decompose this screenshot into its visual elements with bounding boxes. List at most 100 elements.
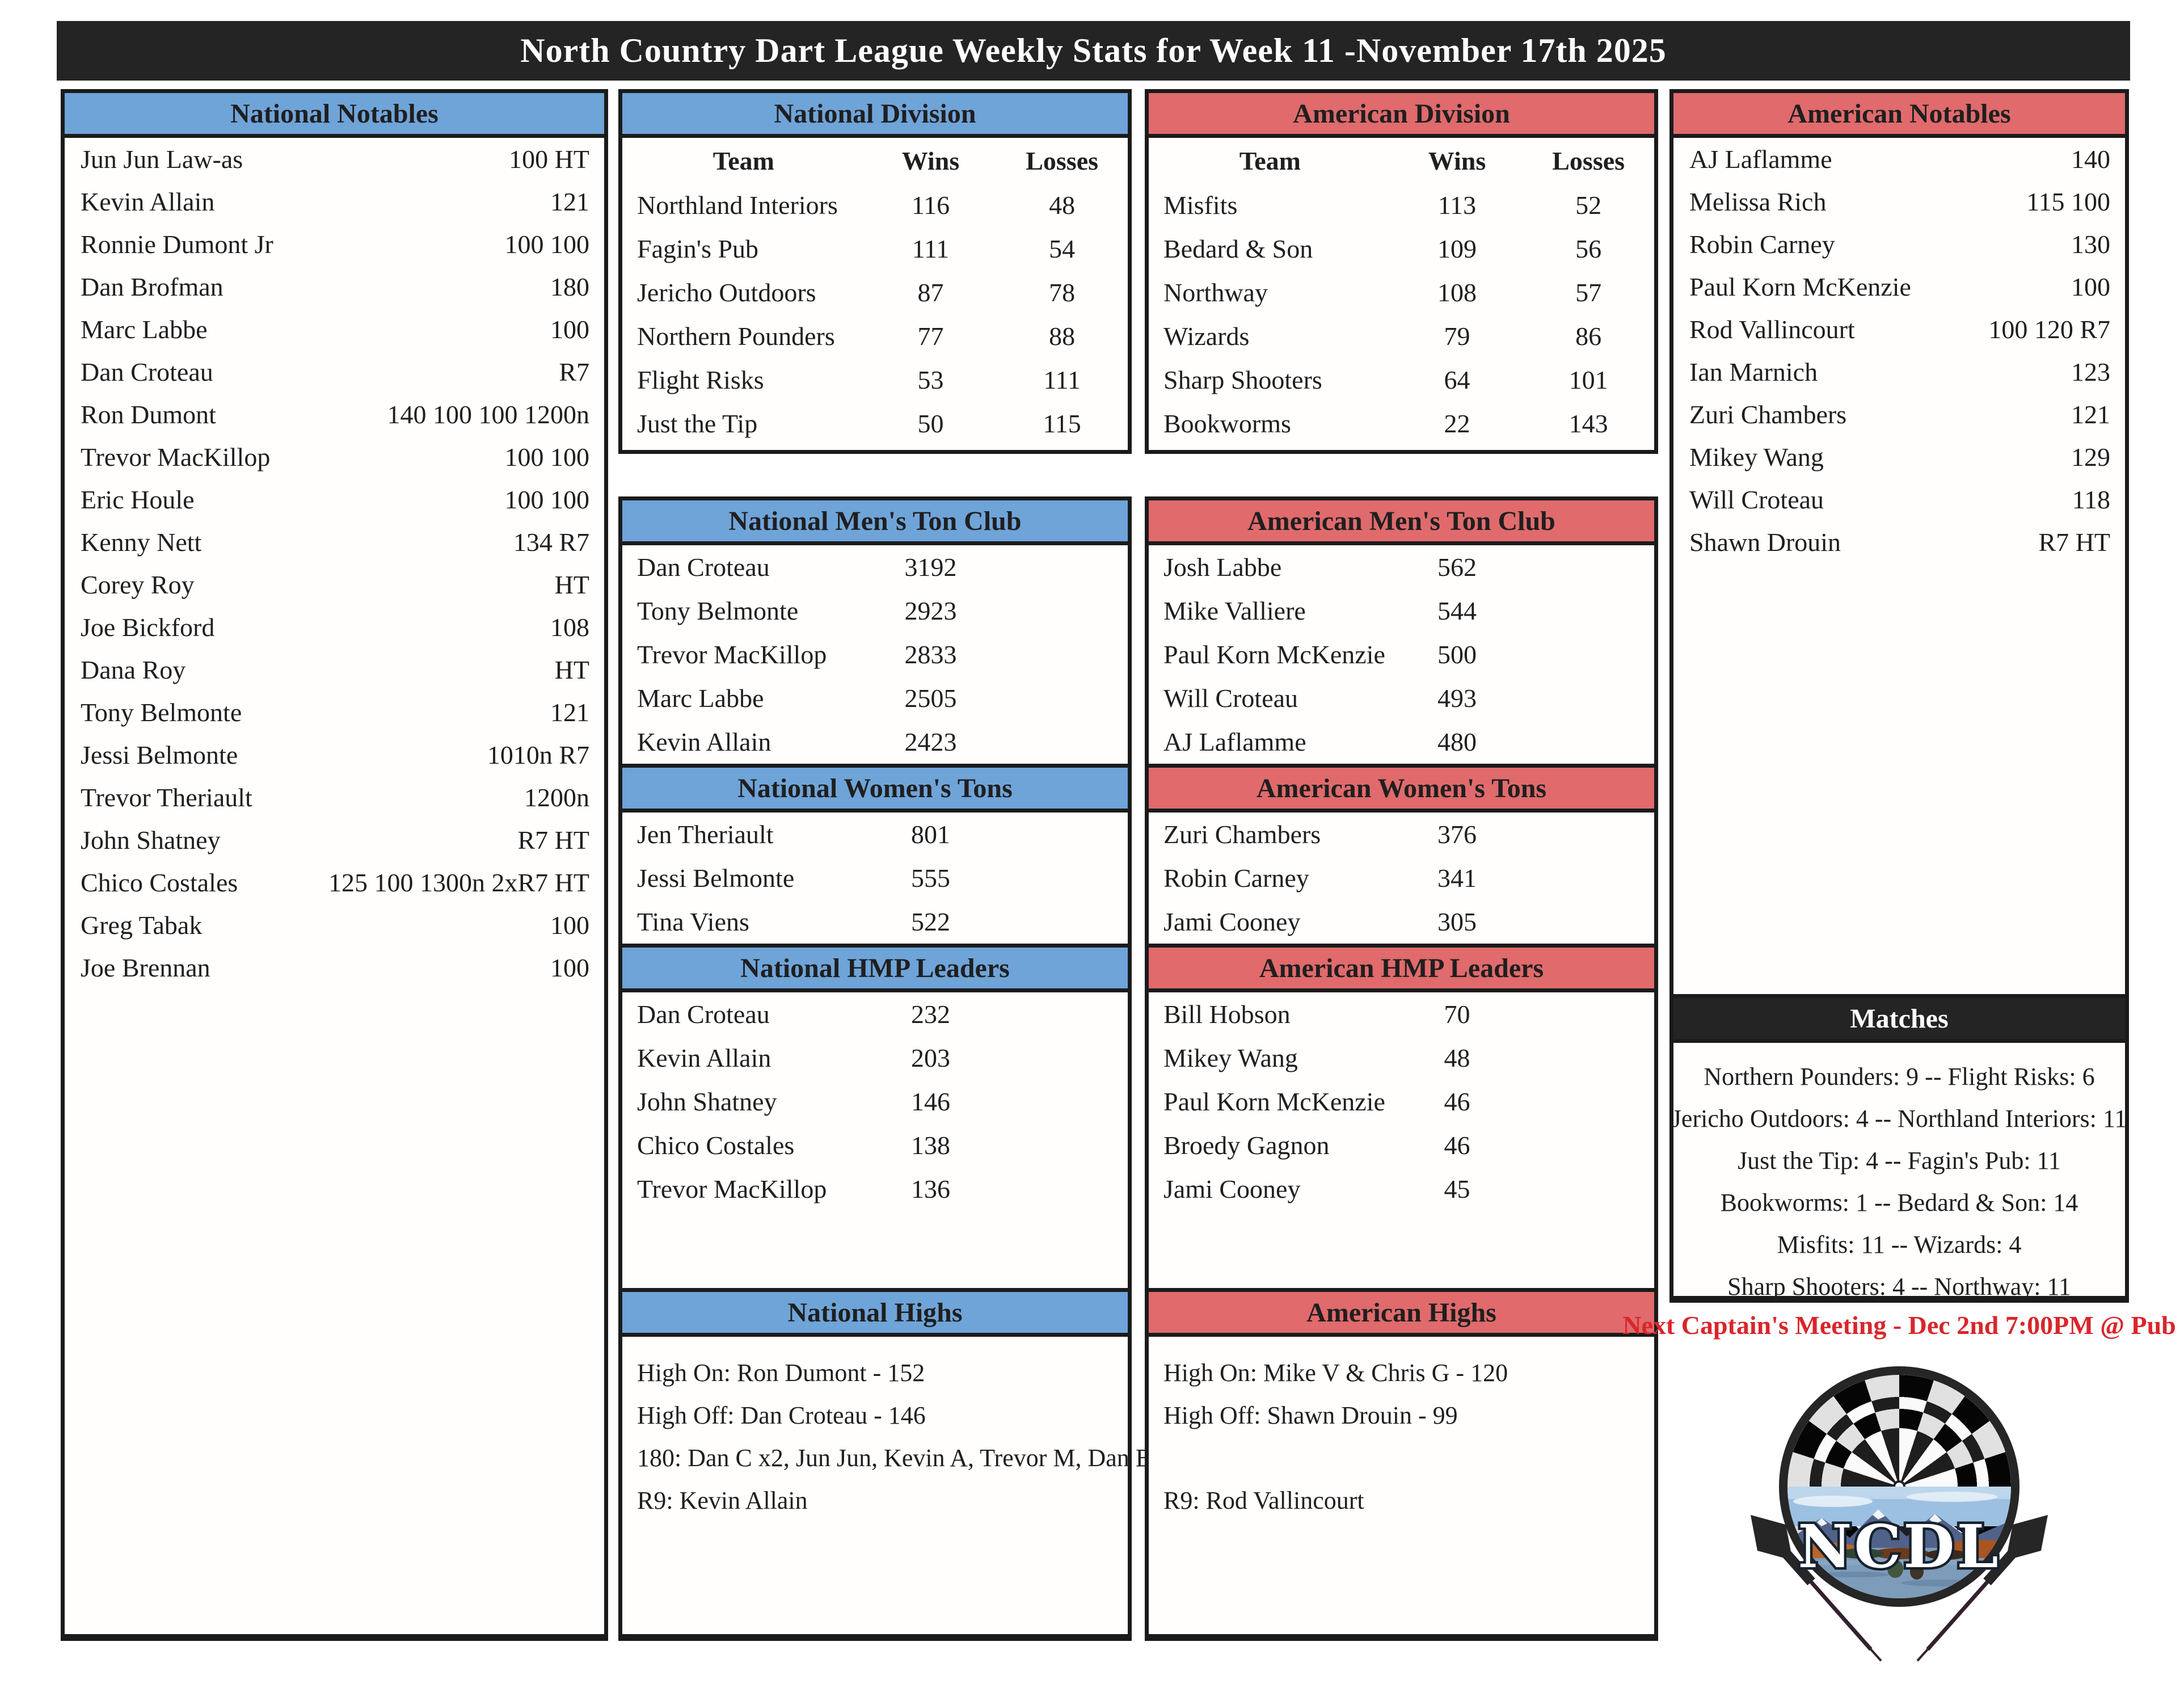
logo-text: NCDL xyxy=(1798,1512,2000,1581)
table-row: Dan Brofman 180 xyxy=(65,266,604,308)
national-mens-ton-club-list: Dan Croteau 3192 Tony Belmonte 2923 Trev… xyxy=(622,545,1128,764)
table-row: AJ Laflamme 480 xyxy=(1149,720,1654,764)
table-row: Trevor MacKillop 100 100 xyxy=(65,436,604,478)
team-losses: 78 xyxy=(1049,278,1076,307)
national-notables-section: National Notables Jun Jun Law-as 100 HT … xyxy=(61,89,608,1641)
american-womens-tons-list: Zuri Chambers 376 Robin Carney 341 Jami … xyxy=(1149,813,1654,944)
player-value: 125 100 1300n 2xR7 HT xyxy=(328,868,589,897)
player-name: Will Croteau xyxy=(1689,485,1824,514)
american-notables-header: American Notables xyxy=(1673,93,2125,138)
player-value: 3192 xyxy=(904,553,957,582)
team-wins: 64 xyxy=(1444,365,1470,394)
table-row: Jessi Belmonte 555 xyxy=(622,856,1128,900)
player-name: Mikey Wang xyxy=(1689,443,1824,472)
american-division-table: Misfits 113 52 Bedard & Son 109 56 North… xyxy=(1149,183,1654,445)
player-value: 100 100 xyxy=(504,230,590,259)
american-highs-section: American Highs High On: Mike V & Chris G… xyxy=(1145,1288,1658,1641)
player-name: AJ Laflamme xyxy=(1163,727,1306,756)
team-name: Sharp Shooters xyxy=(1163,365,1322,394)
american-hmp-leaders-header: American HMP Leaders xyxy=(1149,944,1654,992)
american-division-header: American Division xyxy=(1149,93,1654,138)
player-name: Marc Labbe xyxy=(637,684,764,713)
player-value: 129 xyxy=(2071,443,2110,472)
team-name: Northway xyxy=(1163,278,1268,307)
player-value: 140 xyxy=(2071,145,2110,174)
table-row: Eric Houle 100 100 xyxy=(65,478,604,521)
team-name: Fagin's Pub xyxy=(637,234,759,263)
national-hmp-leaders-header: National HMP Leaders xyxy=(622,944,1128,992)
player-name: Eric Houle xyxy=(81,485,195,514)
team-losses: 56 xyxy=(1575,234,1602,263)
player-value: 118 xyxy=(2072,485,2110,514)
table-row: Tina Viens 522 xyxy=(622,900,1128,944)
table-row: Joe Brennan 100 xyxy=(65,946,604,989)
matches-section: Matches Northern Pounders: 9 -- Flight R… xyxy=(1669,994,2129,1303)
table-row: Dan Croteau 3192 xyxy=(622,545,1128,589)
national-highs-header: National Highs xyxy=(622,1292,1128,1337)
player-value: 45 xyxy=(1444,1175,1470,1203)
table-row: Jami Cooney 45 xyxy=(1149,1167,1654,1211)
table-row: Trevor Theriault 1200n xyxy=(65,776,604,819)
player-name: Paul Korn McKenzie xyxy=(1689,272,1911,301)
table-row: Dan Croteau 232 xyxy=(622,992,1128,1036)
table-row: Bedard & Son 109 56 xyxy=(1149,227,1654,271)
player-name: Melissa Rich xyxy=(1689,187,1827,216)
player-name: Joe Brennan xyxy=(81,953,210,982)
team-wins: 116 xyxy=(911,191,950,220)
player-value: 555 xyxy=(911,864,950,893)
player-name: John Shatney xyxy=(637,1087,777,1116)
team-name: Just the Tip xyxy=(637,409,758,438)
table-row: Mikey Wang 48 xyxy=(1149,1036,1654,1080)
team-losses: 111 xyxy=(1043,365,1081,394)
player-name: Bill Hobson xyxy=(1163,1000,1291,1029)
american-division-section: American Division Team Wins Losses Misfi… xyxy=(1145,89,1658,454)
player-name: Joe Bickford xyxy=(81,613,215,642)
table-row: Zuri Chambers 121 xyxy=(1673,393,2125,436)
column-header-team: Team xyxy=(712,146,774,175)
table-row: Rod Vallincourt 100 120 R7 xyxy=(1673,308,2125,351)
table-row: John Shatney R7 HT xyxy=(65,819,604,861)
player-name: Robin Carney xyxy=(1689,230,1835,259)
match-result: Sharp Shooters: 4 -- Northway: 11 xyxy=(1727,1272,2071,1300)
captains-meeting-note: Next Captain's Meeting - Dec 2nd 7:00PM … xyxy=(1622,1310,2176,1340)
table-row: Jen Theriault 801 xyxy=(622,813,1128,856)
player-value: 2923 xyxy=(904,596,957,625)
player-name: Ian Marnich xyxy=(1689,357,1818,386)
player-name: Greg Tabak xyxy=(81,911,203,940)
table-row: Paul Korn McKenzie 500 xyxy=(1149,633,1654,676)
player-name: Tina Viens xyxy=(637,907,749,936)
player-value: 341 xyxy=(1437,864,1477,893)
team-name: Bookworms xyxy=(1163,409,1291,438)
table-row: Jericho Outdoors 87 78 xyxy=(622,271,1128,314)
player-value: 130 xyxy=(2071,230,2110,259)
american-highs-list: High On: Mike V & Chris G - 120 High Off… xyxy=(1149,1337,1654,1522)
player-name: Tony Belmonte xyxy=(81,698,242,727)
table-row: Northland Interiors 116 48 xyxy=(622,183,1128,227)
list-item: R9: Rod Vallincourt xyxy=(1163,1487,1364,1514)
team-wins: 108 xyxy=(1437,278,1477,307)
player-name: Corey Roy xyxy=(81,570,195,599)
list-item: High On: Ron Dumont - 152 xyxy=(637,1359,925,1387)
player-name: Will Croteau xyxy=(1163,684,1298,713)
player-name: Paul Korn McKenzie xyxy=(1163,640,1385,669)
player-name: Tony Belmonte xyxy=(637,596,799,625)
player-name: Jen Theriault xyxy=(637,820,774,849)
table-row: Ian Marnich 123 xyxy=(1673,351,2125,393)
table-row: Joe Bickford 108 xyxy=(65,606,604,649)
player-value: 100 xyxy=(550,315,589,344)
player-value: 108 xyxy=(550,613,589,642)
match-result: Misfits: 11 -- Wizards: 4 xyxy=(1777,1230,2022,1258)
match-result: Bookworms: 1 -- Bedard & Son: 14 xyxy=(1720,1188,2078,1216)
player-name: Rod Vallincourt xyxy=(1689,315,1855,344)
table-row: Chico Costales 125 100 1300n 2xR7 HT xyxy=(65,861,604,904)
table-row: Wizards 79 86 xyxy=(1149,314,1654,358)
player-value: R7 HT xyxy=(517,826,590,854)
table-row: Trevor MacKillop 136 xyxy=(622,1167,1128,1211)
column-header-wins: Wins xyxy=(1428,146,1486,175)
player-name: Paul Korn McKenzie xyxy=(1163,1087,1385,1116)
table-row: AJ Laflamme 140 xyxy=(1673,138,2125,180)
table-row: Shawn Drouin R7 HT xyxy=(1673,521,2125,563)
player-value: 2833 xyxy=(904,640,957,669)
table-row: Dan Croteau R7 xyxy=(65,351,604,393)
